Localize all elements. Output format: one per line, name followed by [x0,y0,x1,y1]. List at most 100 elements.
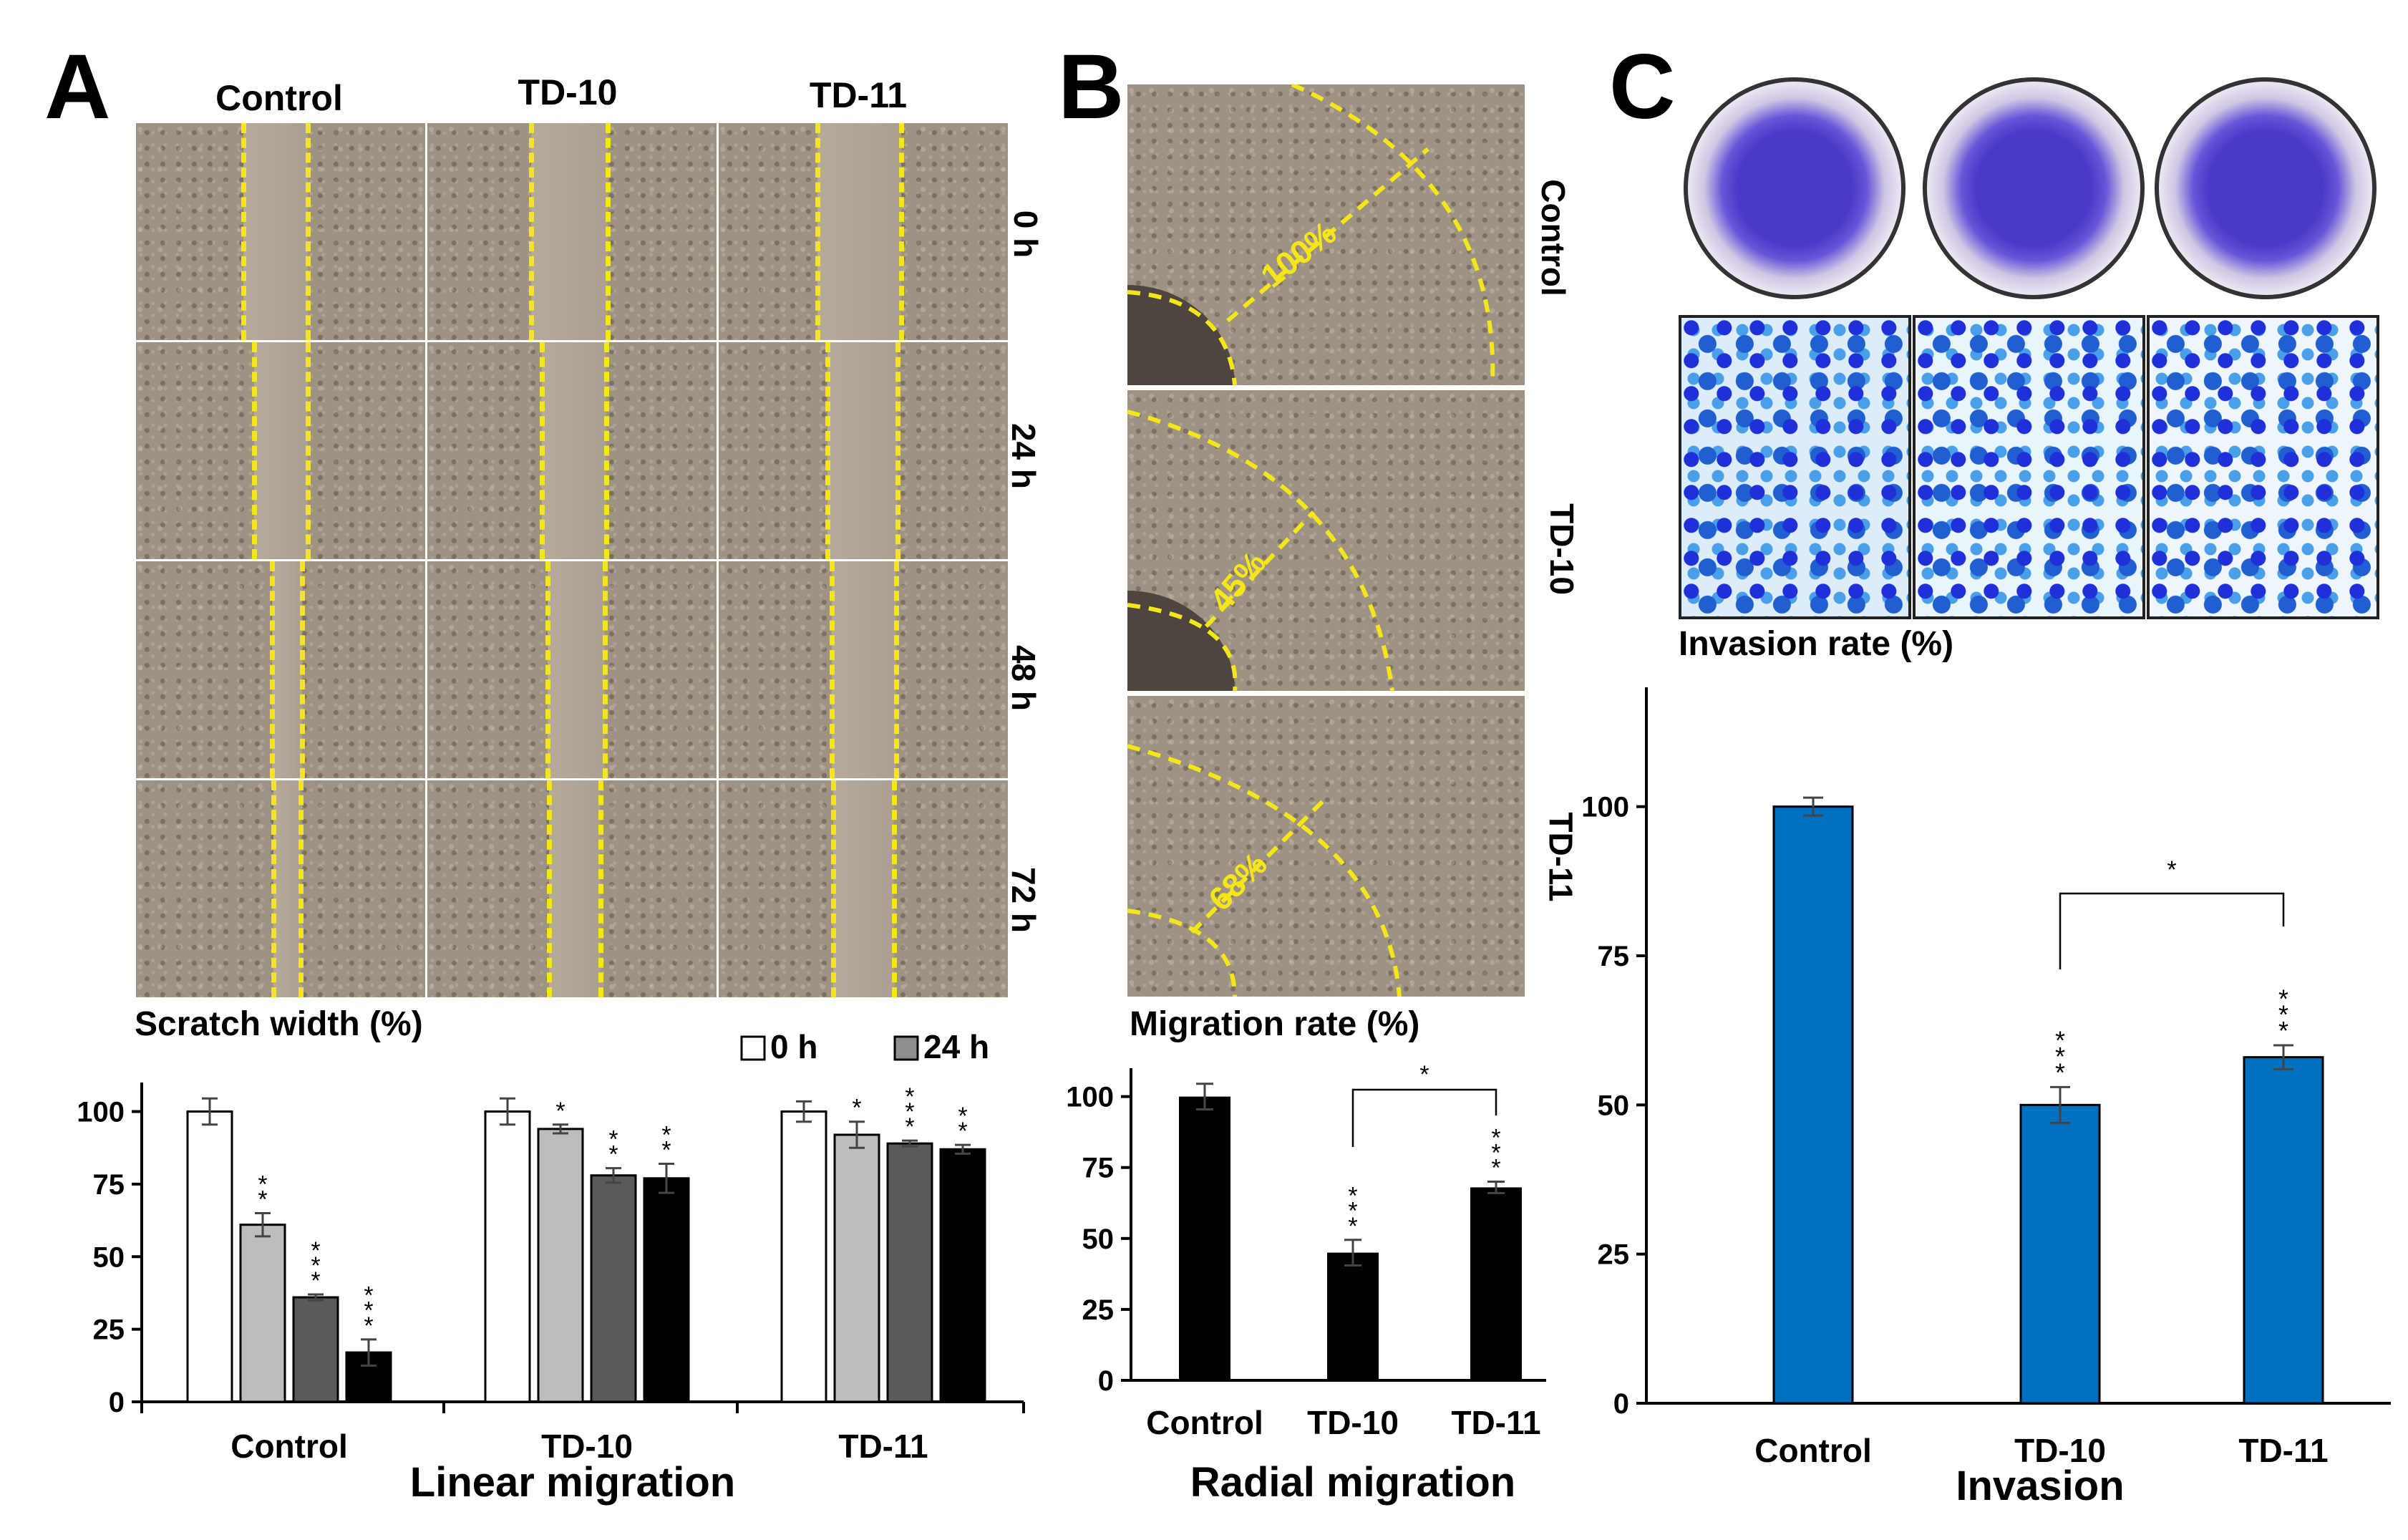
significance-mark: * [2055,1026,2065,1055]
scratch-gap [832,561,896,778]
spheroid-core [1127,285,1235,385]
significance-mark: * [1348,1213,1357,1240]
significance-mark: * [1491,1139,1500,1166]
scratch-image-cell [136,780,425,997]
invasion-well-td10 [1923,77,2145,299]
outer-boundary [1127,744,1402,997]
scratch-edge-line [540,342,545,559]
y-tick-label: 75 [1598,941,1630,972]
y-tick-label: 0 [1098,1365,1114,1397]
scratch-gap [548,561,605,778]
panel-a-col-td10: TD-10 [518,72,618,112]
panel-a-section-label: Scratch width (%) [135,1005,423,1043]
radial-migration-chart: 0255075100Control***TD-10***TD-11*Radial… [1066,1061,1546,1506]
significance-mark: * [311,1252,320,1279]
y-tick-label: 0 [109,1387,125,1418]
significance-mark: * [852,1095,861,1122]
significance-mark: * [364,1312,373,1340]
bar-72h [643,1177,690,1403]
scratch-edge-line [271,780,276,997]
scratch-gap [272,561,302,778]
invasion-chart: 0255075100Control***TD-10***TD-11*Invasi… [1581,687,2391,1509]
panel-a-col-td11: TD-11 [809,75,908,115]
radial-image-control: 100% [1127,84,1525,385]
significance-mark: * [2278,1016,2288,1045]
panel-letter-c: C [1609,36,1676,138]
bar-48h [590,1174,637,1403]
scratch-edge-line [830,561,835,778]
significance-mark: * [1348,1198,1357,1225]
significance-mark: * [905,1113,914,1141]
scratch-edge-line [899,123,904,340]
scratch-image-cell [719,561,1008,778]
significance-mark: * [1491,1155,1500,1182]
y-tick-label: 50 [1082,1224,1115,1255]
scratch-edge-line [547,780,552,997]
scratch-gap [542,342,606,559]
bar-0h [186,1110,233,1403]
x-axis-title: Radial migration [1190,1459,1515,1506]
panel-letter-a: A [44,36,111,138]
radius-line [1226,147,1429,323]
bar-0h [484,1110,531,1403]
x-category-label: TD-11 [838,1428,928,1465]
significance-mark: * [2055,1042,2065,1071]
y-tick-label: 50 [93,1241,125,1273]
radial-image-td10: 45% [1127,390,1525,691]
scratch-edge-line [529,123,534,340]
spheroid-core [1127,591,1235,691]
scratch-gap [531,123,608,340]
significance-mark: * [608,1141,618,1168]
significance-bracket [2059,892,2285,969]
significance-mark: * [905,1083,914,1110]
significance-mark: * [258,1171,267,1198]
scratch-edge-line [825,342,830,559]
panel-c-section-label: Invasion rate (%) [1679,625,1954,663]
scratch-image-cell [719,342,1008,559]
y-tick-label: 0 [1613,1388,1629,1420]
scratch-edge-line [895,342,900,559]
legend-swatch-0h [740,1035,766,1061]
scratch-edge-line [831,780,836,997]
scratch-image-cell [427,123,717,340]
scratch-image-cell [136,123,425,340]
scratch-edge-line [606,123,611,340]
scratch-image-cell [427,342,717,559]
panel-a-row-72h: 72 h [1005,866,1043,934]
scratch-edge-line [892,780,897,997]
legend-label-24h: 24 h [923,1031,989,1065]
scratch-edge-line [252,342,257,559]
significance-mark: * [364,1282,373,1309]
significance-mark: * [608,1126,618,1153]
x-category-label: TD-10 [1307,1404,1399,1441]
scratch-edge-line [300,561,305,778]
significance-mark: * [661,1121,671,1148]
scratch-image-cell [136,342,425,559]
bar-24h [239,1224,286,1403]
scratch-image-cell [719,780,1008,997]
bracket-label: * [1419,1061,1429,1088]
y-tick-label: 25 [93,1314,125,1346]
bar [1772,805,1854,1405]
scratch-edge-line [598,780,603,997]
scratch-image-cell [427,561,717,778]
y-tick-label: 100 [1581,792,1629,823]
x-category-label: Control [1754,1432,1872,1469]
radial-image-td11: 68% [1127,696,1525,997]
scratch-gap [273,780,301,997]
panel-a-col-control: Control [215,78,343,118]
y-tick-label: 25 [1598,1239,1630,1271]
scratch-image-cell [427,780,717,997]
scratch-gap [254,342,308,559]
scratch-edge-line [604,342,609,559]
radius-line [1204,510,1316,629]
significance-mark: * [1491,1124,1500,1151]
x-axis-title: Linear migration [410,1459,735,1506]
scratch-edge-line [298,780,304,997]
bar [1470,1187,1522,1380]
significance-mark: * [958,1103,967,1130]
scratch-edge-line [815,123,820,340]
y-tick-label: 75 [93,1169,125,1201]
x-category-label: Control [230,1428,348,1465]
scratch-gap [243,123,308,340]
